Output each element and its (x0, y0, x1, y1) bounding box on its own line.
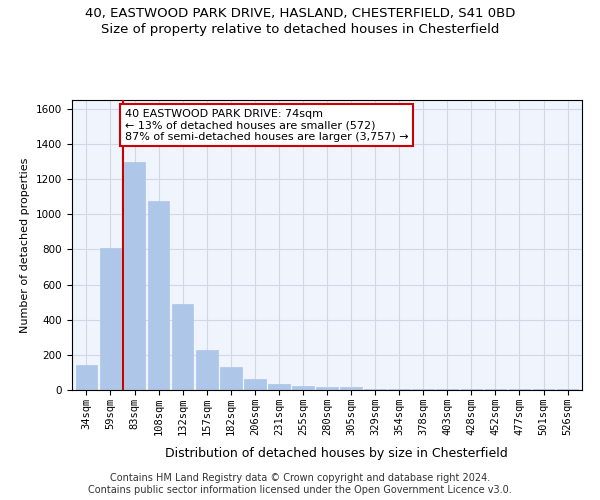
Bar (557, 389, 578, 390)
Bar (244, 378, 266, 390)
Bar (124, 162, 145, 390)
Text: Contains HM Land Registry data © Crown copyright and database right 2024.
Contai: Contains HM Land Registry data © Crown c… (88, 474, 512, 495)
Bar (220, 367, 242, 390)
Y-axis label: Number of detached properties: Number of detached properties (20, 158, 31, 332)
Bar (100, 248, 121, 390)
Bar (509, 389, 530, 390)
Text: Distribution of detached houses by size in Chesterfield: Distribution of detached houses by size … (164, 448, 508, 460)
Bar (485, 389, 506, 390)
Bar (340, 388, 362, 390)
Bar (196, 350, 218, 390)
Bar (364, 389, 386, 390)
Bar (533, 389, 554, 390)
Text: 40, EASTWOOD PARK DRIVE, HASLAND, CHESTERFIELD, S41 0BD: 40, EASTWOOD PARK DRIVE, HASLAND, CHESTE… (85, 8, 515, 20)
Bar (388, 389, 410, 390)
Bar (76, 366, 97, 390)
Text: 40 EASTWOOD PARK DRIVE: 74sqm
← 13% of detached houses are smaller (572)
87% of : 40 EASTWOOD PARK DRIVE: 74sqm ← 13% of d… (125, 109, 409, 142)
Bar (461, 389, 482, 390)
Bar (436, 389, 458, 390)
Bar (316, 388, 338, 390)
Bar (292, 386, 314, 390)
Bar (412, 389, 434, 390)
Text: Size of property relative to detached houses in Chesterfield: Size of property relative to detached ho… (101, 22, 499, 36)
Bar (268, 384, 290, 390)
Bar (148, 201, 169, 390)
Bar (172, 304, 193, 390)
